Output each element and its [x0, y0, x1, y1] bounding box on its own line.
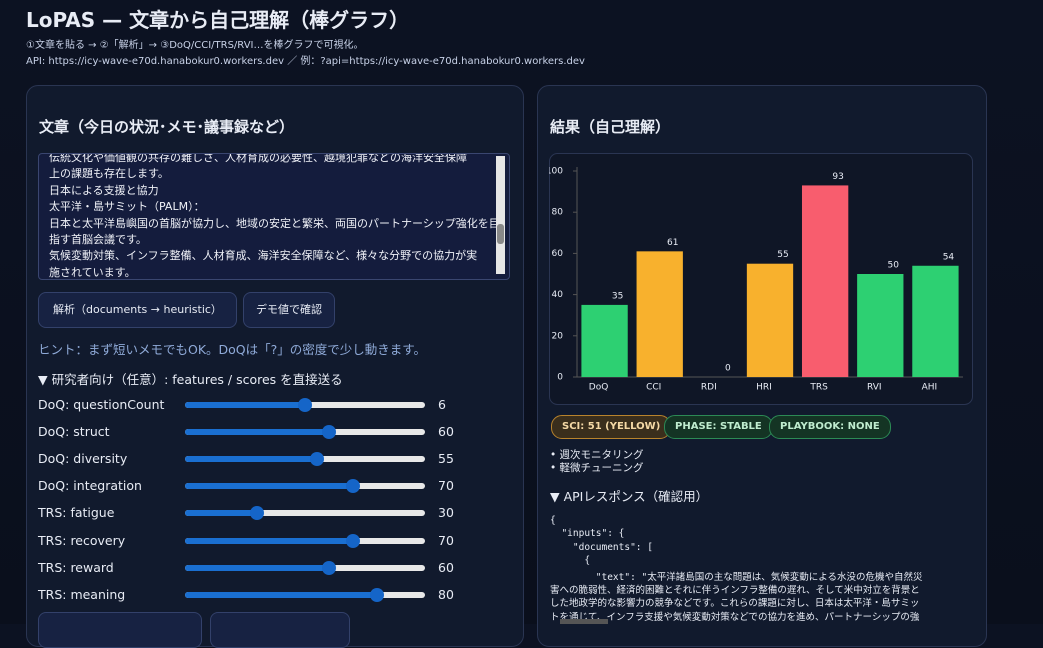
value-label: 55	[777, 250, 788, 260]
bar	[581, 304, 628, 377]
slider-thumb[interactable]	[250, 506, 264, 521]
bullet: • 週次モニタリング	[550, 449, 644, 461]
bar	[801, 185, 849, 377]
slider-thumb[interactable]	[310, 452, 324, 467]
json-line: {	[550, 515, 556, 526]
demo-button[interactable]: デモ値で確認	[243, 292, 335, 328]
badge: PLAYBOOK: NONE	[769, 415, 891, 439]
json-line: "documents": [	[550, 541, 653, 553]
slider-label: DoQ: struct	[38, 424, 110, 440]
x-tick-label: DoQ	[589, 383, 609, 393]
slider-value: 30	[438, 505, 454, 521]
value-label: 54	[943, 252, 955, 262]
text-line: 上の課題も存在します。	[49, 167, 169, 181]
slider-thumb[interactable]	[322, 425, 336, 440]
json-line: {	[550, 555, 591, 567]
value-label: 93	[832, 172, 843, 182]
json-line: "inputs": {	[550, 528, 625, 540]
y-tick-label: 0	[557, 373, 563, 383]
panel-title: 文章（今日の状況･メモ･議事録など）	[39, 118, 295, 136]
scrollbar	[560, 619, 608, 624]
x-tick-label: AHI	[922, 383, 938, 393]
slider-label: DoQ: diversity	[38, 451, 128, 467]
api-line: API: https://icy-wave-e70d.hanabokur0.wo…	[26, 56, 585, 67]
slider-value: 60	[438, 559, 454, 575]
slider-label: TRS: fatigue	[38, 505, 115, 521]
api-summary[interactable]: ▼ APIレスポンス（確認用）	[550, 489, 709, 504]
y-tick-label: 20	[552, 331, 564, 341]
json-line: 害への脆弱性、経済的困難とそれに伴うインフラ整備の遅れ、そして米中対立を背景と	[550, 585, 920, 596]
slider-label: TRS: reward	[38, 559, 114, 575]
button[interactable]	[38, 612, 202, 648]
slider-value: 70	[438, 478, 454, 494]
slider-value: 70	[438, 532, 454, 548]
slider-label: TRS: recovery	[38, 532, 126, 548]
slider-thumb[interactable]	[322, 560, 336, 575]
value-label: 50	[888, 261, 900, 271]
slider-thumb[interactable]	[346, 479, 360, 494]
analyze-button[interactable]: 解析（documents → heuristic）	[38, 292, 237, 328]
value-label: 0	[725, 364, 731, 374]
bullet: • 軽微チューニング	[550, 462, 644, 474]
page-title: LoPAS — 文章から自己理解（棒グラフ）	[26, 8, 410, 32]
y-tick-label: 80	[552, 208, 564, 218]
badge: PHASE: STABLE	[664, 415, 773, 439]
bullet-text: 軽微チューニング	[559, 462, 644, 474]
subtitle: ①文章を貼る → ②「解析」→ ③DoQ/CCI/TRS/RVI…を棒グラフで可…	[26, 40, 364, 51]
slider-label: DoQ: questionCount	[38, 397, 165, 412]
badge: SCI: 51 (YELLOW)	[551, 415, 672, 439]
panel-title: 結果（自己理解）	[550, 118, 671, 136]
slider-thumb[interactable]	[346, 533, 360, 548]
slider-label: TRS: meaning	[38, 586, 126, 602]
slider-fill	[185, 483, 353, 490]
slider-fill	[185, 537, 353, 544]
slider-thumb[interactable]	[298, 398, 312, 412]
slider-thumb[interactable]	[370, 587, 384, 602]
y-tick-label: 100	[549, 167, 563, 177]
button[interactable]	[210, 612, 350, 648]
text-line: 気候変動対策、インフラ整備、人材育成、海洋安全保障など、様々な分野での協力が実	[49, 249, 478, 263]
bar	[857, 274, 904, 377]
x-tick-label: RDI	[701, 383, 717, 393]
text-line: 伝統文化や価値観の共存の難しさ、人材育成の必要性、越境犯罪などの海洋安全保障	[49, 153, 467, 164]
json-line: "text": "太平洋諸島国の主な問題は、気候変動による水没の危機や自然災	[550, 571, 923, 583]
bullet-text: 週次モニタリング	[559, 449, 644, 461]
slider-track	[185, 510, 425, 517]
textarea[interactable]: 伝統文化や価値観の共存の難しさ、人材育成の必要性、越境犯罪などの海洋安全保障 上の…	[38, 153, 510, 280]
slider-label: DoQ: integration	[38, 478, 142, 494]
bar	[636, 251, 683, 377]
slider-fill	[185, 456, 317, 463]
slider-fill	[185, 510, 257, 517]
advanced-summary[interactable]: ▼ 研究者向け（任意）: features / scores を直接送る	[38, 372, 343, 387]
text-line: 日本と太平洋島嶼国の首脳が協力し、地域の安定と繁栄、両国のパートナーシップ強化を…	[49, 216, 500, 230]
slider-value: 60	[438, 424, 454, 440]
text-line: 日本による支援と協力	[49, 183, 159, 197]
x-tick-label: RVI	[867, 383, 882, 393]
y-tick-label: 40	[552, 290, 564, 300]
json-line: した地政学的な影響力の競争などです。これらの課題に対し、日本は太平洋・島サミッ	[550, 598, 920, 610]
slider-fill	[185, 402, 305, 408]
scrollbar	[496, 156, 505, 274]
y-tick-label: 60	[552, 249, 564, 259]
hint: ヒント：まず短いメモでもOK。DoQは「?」の密度で少し動きます。	[38, 342, 427, 357]
slider-value: 6	[438, 397, 446, 412]
slider-fill	[185, 564, 329, 571]
x-tick-label: CCI	[646, 383, 661, 393]
bar	[912, 265, 959, 377]
bar	[746, 263, 794, 377]
text-line: 施されています。	[49, 265, 136, 279]
json-line: トを通じて、インフラ支援や気候変動対策などでの協力を進め、パートナーシップの強	[550, 611, 920, 623]
text-line: 指す首脳会議です。	[49, 233, 147, 246]
slider-fill	[185, 591, 377, 598]
text-line: 太平洋・島サミット（PALM）：	[49, 200, 205, 214]
x-tick-label: HRI	[756, 383, 772, 393]
slider-value: 80	[438, 586, 454, 602]
value-label: 61	[667, 238, 678, 248]
slider-value: 55	[438, 451, 454, 467]
chart: 0 20 40 60 80 100 DoQ 35 CCI 61 RDI 0 HRI 55 TRS 93 RVI 5…	[549, 153, 973, 405]
x-tick-label: TRS	[809, 383, 828, 393]
value-label: 35	[612, 291, 623, 301]
slider-fill	[185, 429, 329, 436]
